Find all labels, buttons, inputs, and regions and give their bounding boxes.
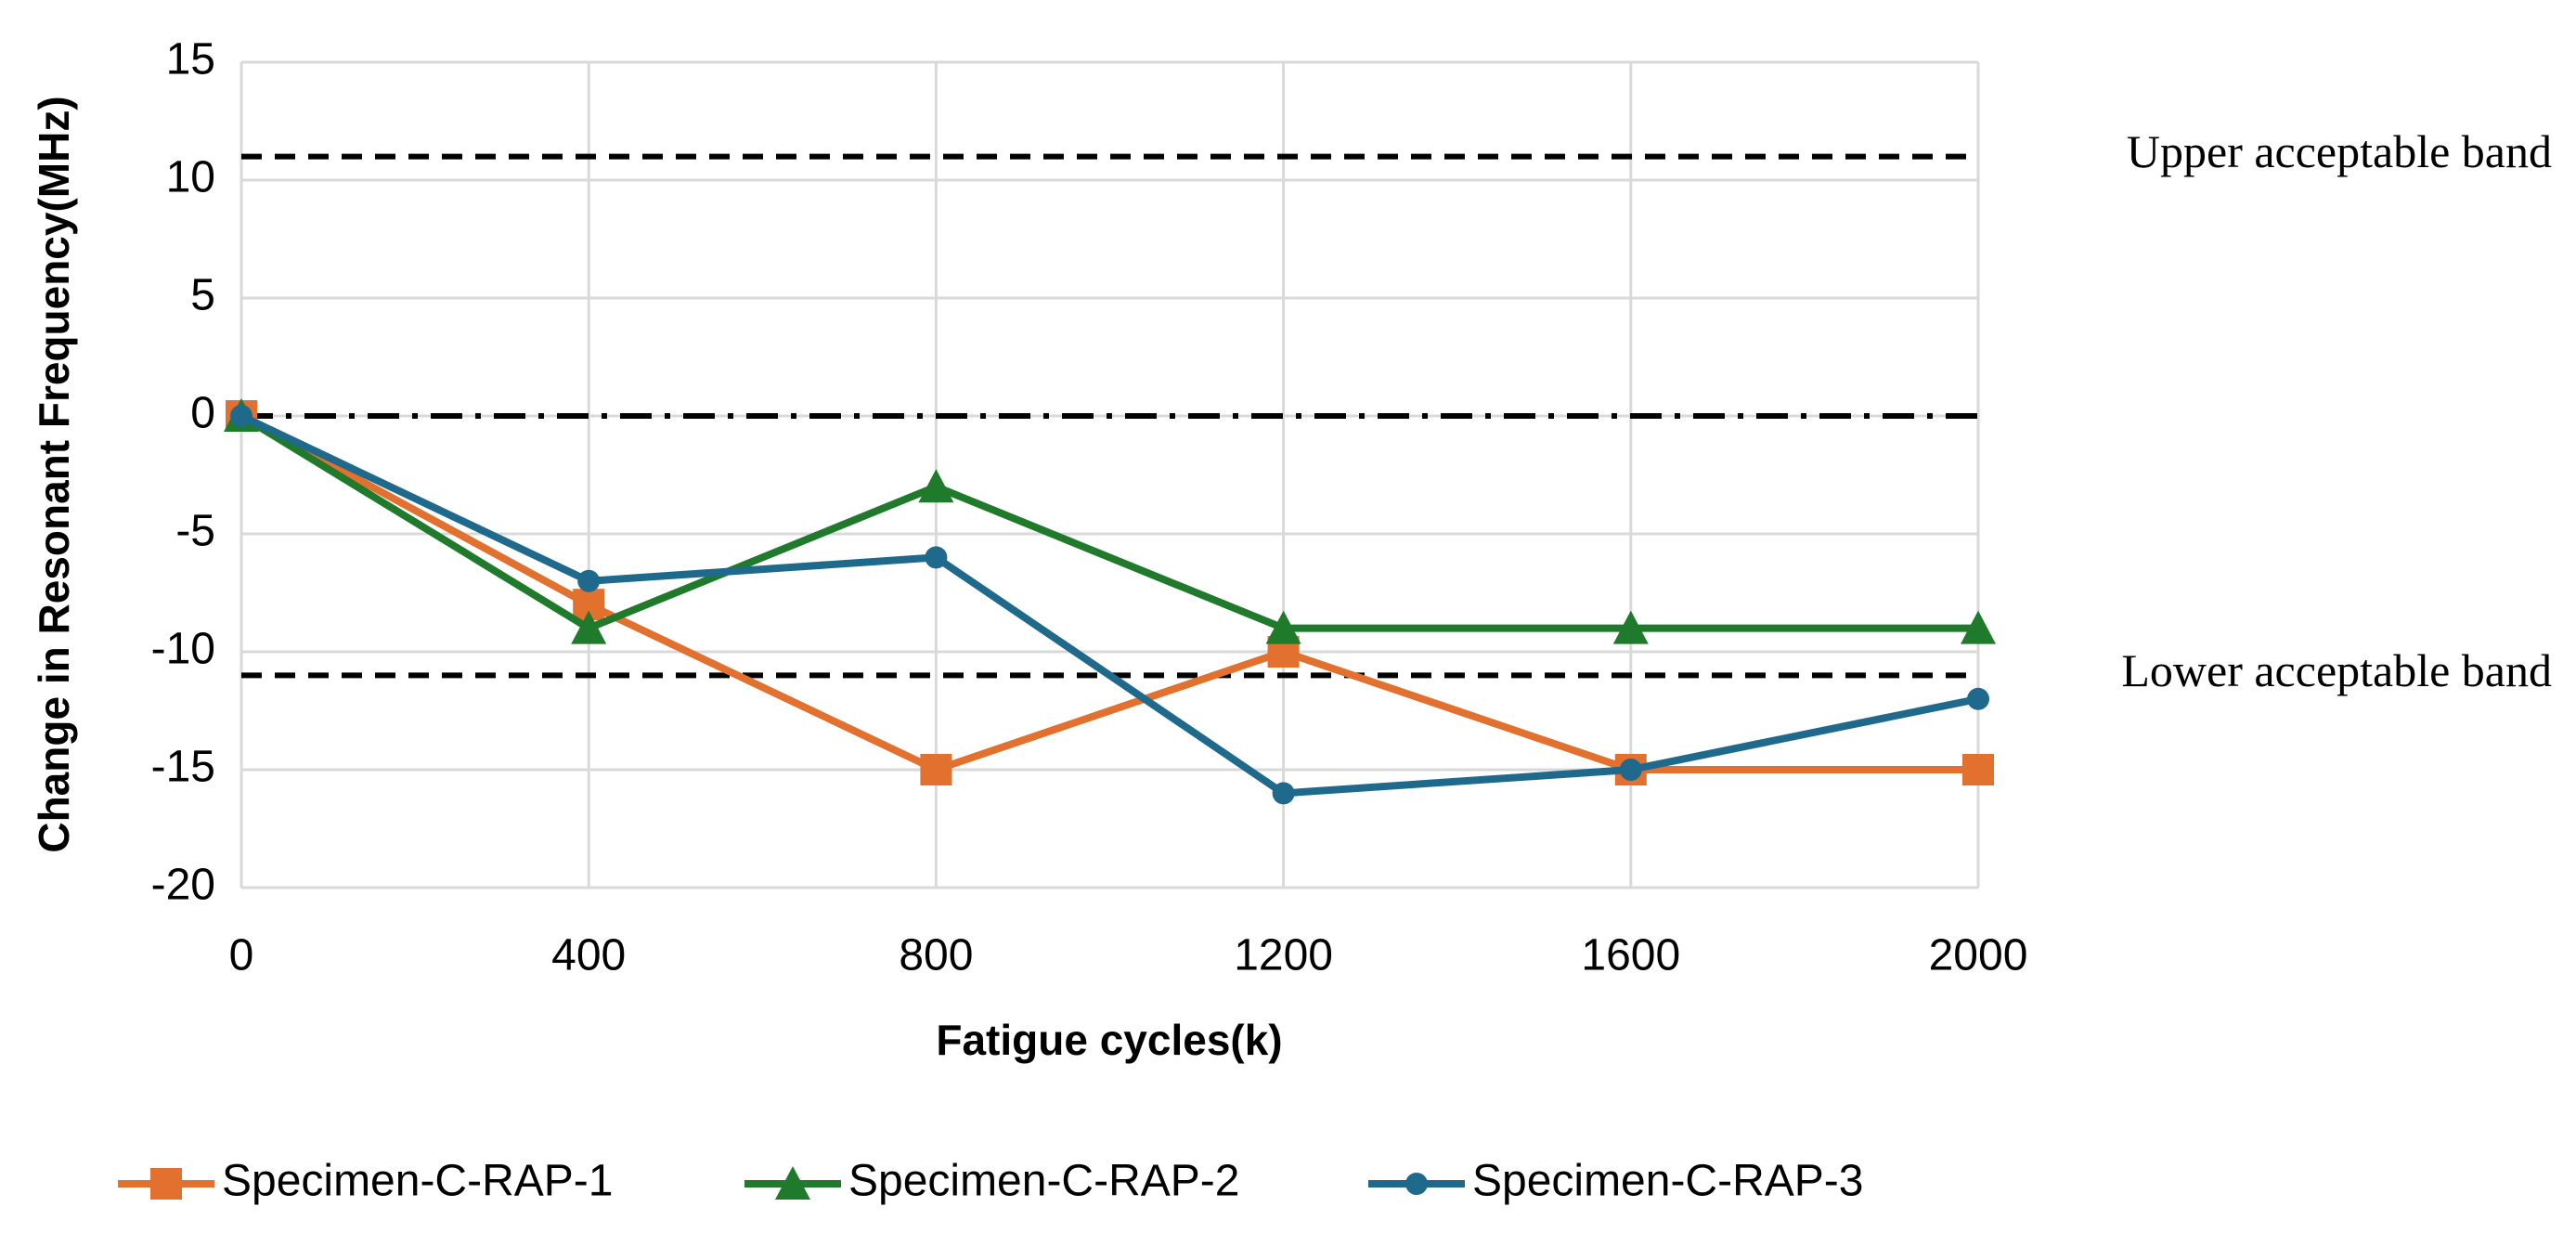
y-tick-label: -10 xyxy=(151,625,215,674)
y-tick-label: 5 xyxy=(190,271,215,320)
x-tick-label: 1200 xyxy=(1234,931,1333,980)
data-point xyxy=(577,569,601,592)
x-axis-title: Fatigue cycles(k) xyxy=(936,1016,1282,1064)
data-point xyxy=(1265,610,1301,644)
x-tick-label: 2000 xyxy=(1929,931,2028,980)
data-point xyxy=(571,610,607,644)
y-axis-title: Change in Resonant Frequency(MHz) xyxy=(30,96,78,852)
y-tick-label: 0 xyxy=(190,389,215,438)
y-tick-label: 15 xyxy=(166,35,215,84)
data-point xyxy=(1967,687,1989,710)
data-point xyxy=(230,405,252,427)
data-point xyxy=(1272,782,1295,805)
legend-label: Specimen-C-RAP-2 xyxy=(848,1157,1239,1206)
y-tick-label: -20 xyxy=(151,861,215,910)
y-tick-label: 10 xyxy=(166,153,215,202)
legend-marker xyxy=(1405,1173,1428,1195)
legend-label: Specimen-C-RAP-3 xyxy=(1472,1157,1863,1206)
x-tick-label: 0 xyxy=(229,931,254,980)
data-point xyxy=(1612,610,1649,644)
data-point xyxy=(1962,754,1994,785)
series-line xyxy=(239,412,1979,798)
x-tick-label: 800 xyxy=(899,931,973,980)
reference-label: Upper acceptable band xyxy=(2127,125,2552,177)
x-tick-label: 400 xyxy=(551,931,626,980)
data-point xyxy=(1619,759,1642,781)
legend-label: Specimen-C-RAP-1 xyxy=(222,1157,613,1206)
series-line xyxy=(239,412,1978,632)
legend-marker xyxy=(150,1168,182,1200)
data-point xyxy=(1961,610,1996,644)
y-tick-label: -15 xyxy=(151,743,215,792)
data-point xyxy=(918,469,954,503)
series-line xyxy=(239,412,1978,773)
y-tick-label: -5 xyxy=(175,507,215,556)
reference-label: Lower acceptable band xyxy=(2121,644,2552,696)
data-point xyxy=(920,754,952,785)
data-point xyxy=(925,546,948,569)
x-tick-label: 1600 xyxy=(1581,931,1680,980)
legend-marker xyxy=(775,1166,810,1200)
